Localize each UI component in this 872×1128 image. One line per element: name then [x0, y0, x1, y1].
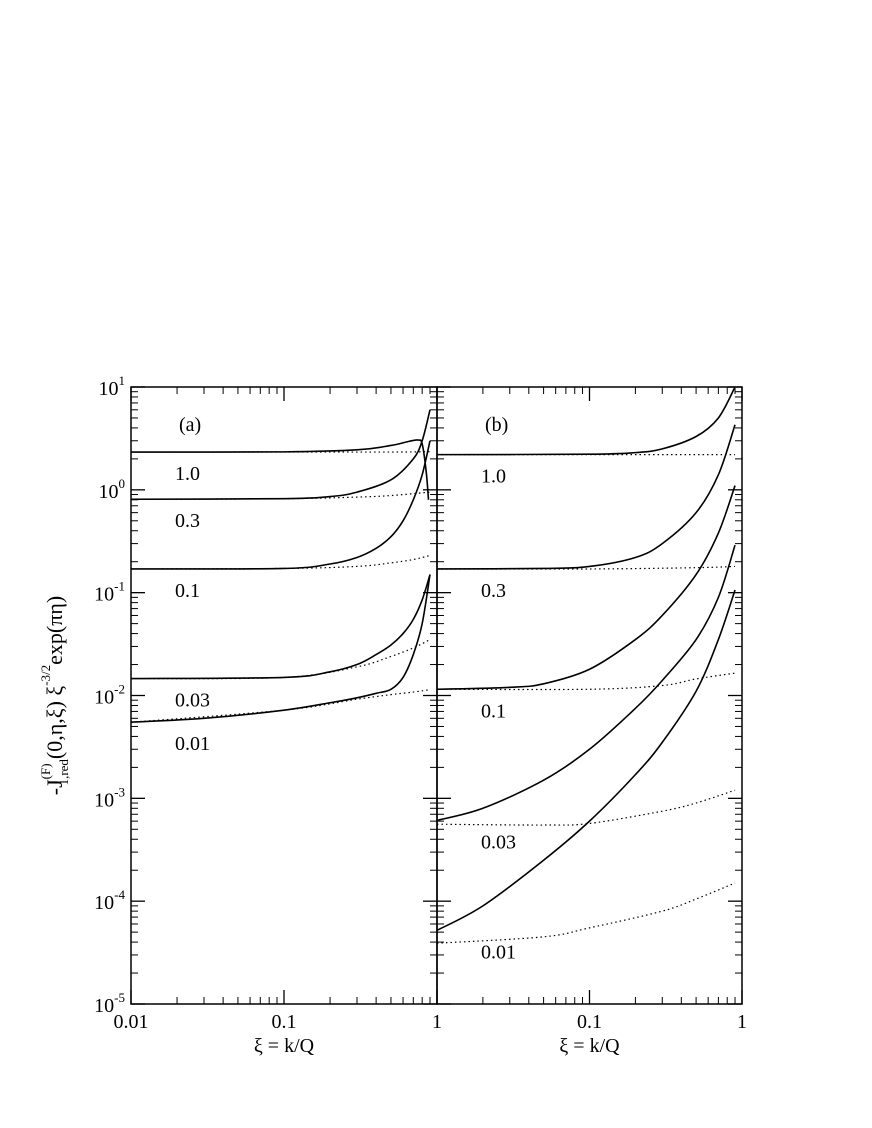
y-tick-label: 10-3 — [94, 784, 125, 811]
y-tick-label: 10-5 — [94, 990, 125, 1017]
panel-label: (a) — [179, 414, 201, 436]
curve-label: 0.1 — [481, 700, 506, 722]
y-tick-label: 10-2 — [94, 682, 125, 709]
y-tick-label: 101 — [99, 373, 126, 400]
y-tick-exponent: -5 — [114, 990, 125, 1005]
x-tick-label: 0.1 — [272, 1011, 297, 1033]
y-tick-exponent: -4 — [114, 887, 125, 902]
solid-curve — [436, 386, 736, 456]
solid-curve — [436, 589, 736, 932]
y-tick-exponent: 0 — [119, 476, 126, 491]
x-axis-label: ξ = k/Q — [559, 1035, 620, 1057]
y-tick-label: 10-4 — [94, 887, 125, 914]
solid-curve — [130, 440, 431, 570]
y-tick-base: 10 — [94, 687, 114, 709]
dotted-curve — [130, 639, 431, 680]
y-tick-base: 10 — [99, 378, 119, 400]
y-tick-base: 10 — [99, 481, 119, 503]
y-tick-base: 10 — [94, 789, 114, 811]
y-label-part: -J — [42, 779, 67, 795]
x-tick-label: 0.1 — [577, 1011, 602, 1033]
plot-frame — [436, 386, 743, 1005]
curve-label: 0.03 — [175, 690, 210, 712]
panel: 0.1 1 ξ = k/Q (b) 1.0 0.3 0.1 0.03 0.01 — [436, 386, 747, 1057]
x-axis-label: ξ = k/Q — [254, 1035, 315, 1057]
curve-label: 0.01 — [481, 941, 516, 963]
curve-label: 0.03 — [481, 831, 516, 853]
curve-label: 0.3 — [481, 580, 506, 602]
x-tick-label: 1 — [432, 1011, 442, 1033]
solid-curve — [130, 439, 430, 500]
y-axis-label: -J(F) 1,red(0,η,ξ) ξ-3/2exp(πη) — [38, 596, 71, 795]
solid-curve — [130, 574, 431, 723]
y-tick-base: 10 — [94, 584, 114, 606]
solid-curve — [436, 544, 736, 822]
y-label-part: (F) — [38, 763, 53, 779]
curve-label: 0.1 — [175, 580, 200, 602]
solid-curve — [436, 424, 736, 570]
y-tick-exponent: -3 — [114, 784, 125, 799]
curve-label: 0.01 — [175, 733, 210, 755]
dotted-curve — [130, 689, 431, 723]
y-tick-base: 10 — [94, 995, 114, 1017]
y-tick-base: 10 — [94, 892, 114, 914]
y-tick-label: 10-1 — [94, 579, 125, 606]
dotted-curve — [436, 882, 736, 944]
y-label-part: (0,η,ξ) ξ — [42, 686, 67, 759]
dotted-curve — [130, 554, 431, 570]
y-tick-exponent: -2 — [114, 682, 125, 697]
dotted-curve — [436, 672, 736, 691]
dotted-curve — [130, 491, 431, 500]
y-label-part: 1,red — [56, 759, 71, 786]
x-tick-label: 1 — [737, 1011, 747, 1033]
y-tick-exponent: 1 — [119, 373, 126, 388]
y-label-part: exp(πη) — [42, 596, 67, 665]
curve-label: 0.3 — [175, 510, 200, 532]
curve-label: 1.0 — [175, 463, 200, 485]
curve-label: 1.0 — [481, 466, 506, 488]
dotted-curve — [436, 789, 736, 826]
y-tick-exponent: -1 — [114, 579, 125, 594]
x-tick-label: 0.01 — [114, 1011, 149, 1033]
solid-curve — [436, 485, 736, 691]
y-tick-label: 100 — [99, 476, 126, 503]
solid-curve — [130, 574, 431, 680]
solid-curve — [130, 409, 431, 501]
panel-label: (b) — [485, 414, 508, 436]
y-label-part: -3/2 — [38, 665, 53, 686]
